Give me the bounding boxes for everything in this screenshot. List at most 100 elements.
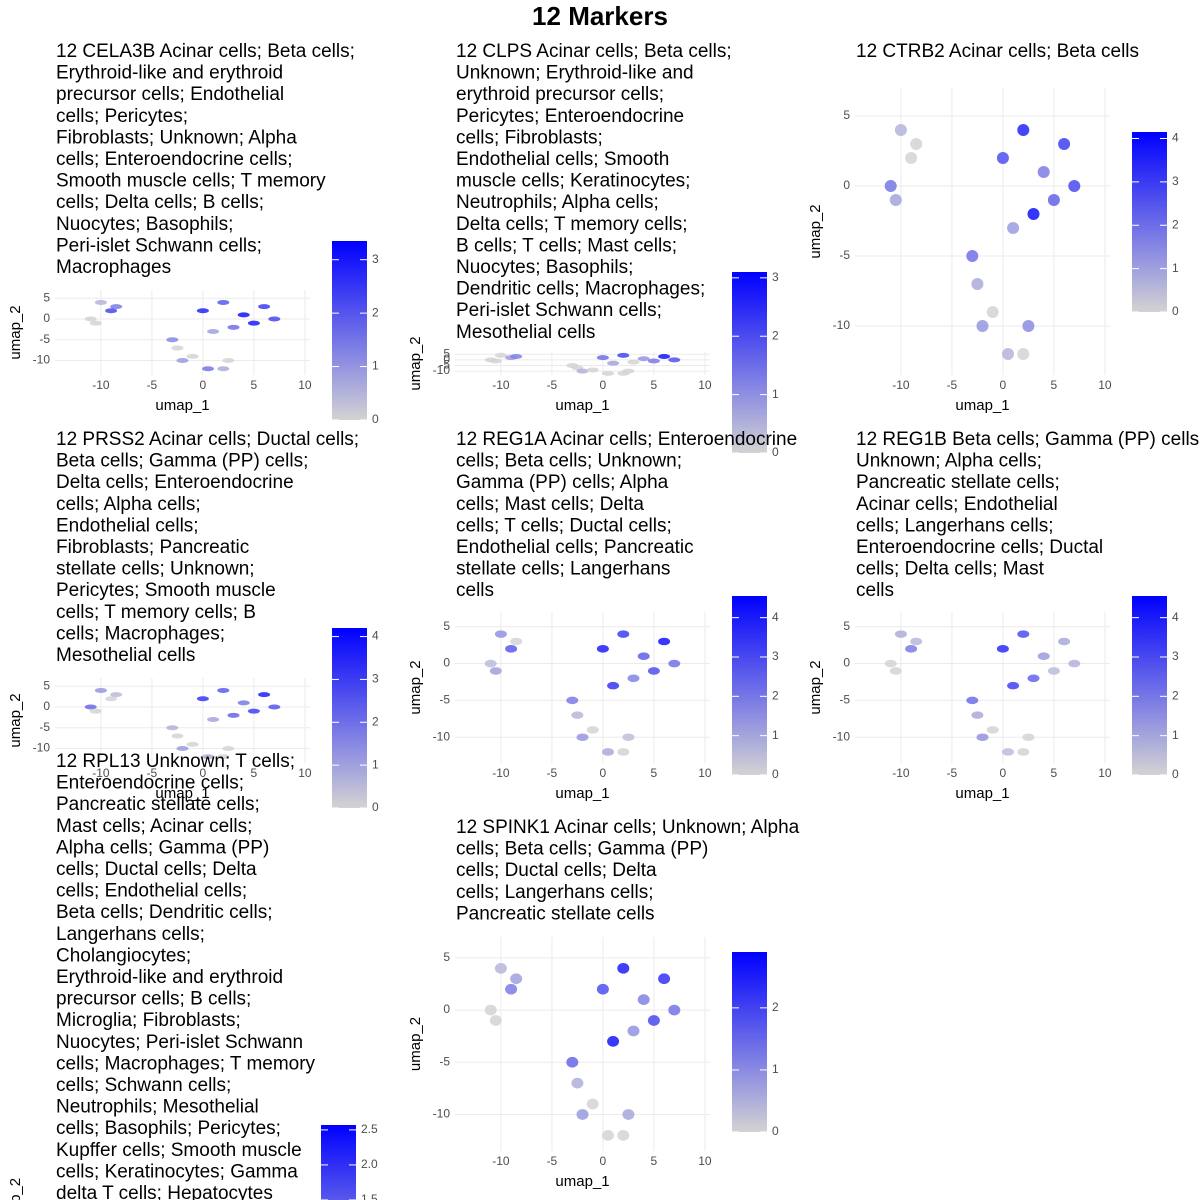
cell-point [637, 652, 650, 660]
colorbar-label: 1 [772, 387, 779, 401]
cell-point [237, 312, 250, 318]
cell-point [668, 659, 681, 668]
panel-title: Cholangiocytes; [56, 945, 191, 966]
y-tick-label: -5 [439, 358, 450, 372]
cell-point [94, 299, 107, 305]
colorbar-label: 0 [772, 1124, 779, 1138]
y-tick-label: -10 [433, 729, 451, 743]
panel-title: Peri-islet Schwann cells; [456, 300, 662, 321]
cell-point [105, 696, 118, 702]
cell-point [489, 358, 502, 364]
y-tick-label: -10 [433, 363, 451, 377]
cell-point [1002, 348, 1014, 360]
cell-point [602, 370, 614, 376]
panel-title: Alpha cells; Gamma (PP) [56, 837, 269, 858]
panel-title: Nuocytes; Basophils; [56, 214, 233, 235]
panel-title: cells; Macrophages; T memory [56, 1053, 316, 1074]
colorbar-label: 1 [1172, 261, 1179, 275]
panel-title: Pancreatic stellate cells; [56, 794, 260, 815]
cell-point [637, 356, 650, 362]
cell-point [596, 983, 609, 995]
x-tick-label: 0 [200, 378, 207, 392]
cell-point [1068, 659, 1081, 668]
cell-point [1022, 320, 1035, 332]
cell-point [1017, 748, 1030, 756]
y-tick-label: 0 [843, 178, 850, 192]
cell-point [966, 696, 979, 705]
cell-point [176, 357, 189, 363]
cell-point [910, 637, 923, 646]
panel-title: stellate cells; Langerhans [456, 559, 670, 580]
y-axis-title: umap_2 [807, 204, 824, 258]
cell-point [510, 353, 523, 359]
colorbar-label: 3 [1172, 174, 1179, 188]
cell-point [110, 304, 123, 310]
panel-title: cells; Ductal cells; Delta [56, 859, 257, 880]
cell-point [576, 368, 589, 374]
cell-point [237, 700, 250, 706]
cell-point [186, 353, 199, 359]
x-tick-label: -5 [147, 378, 158, 392]
cell-point [617, 748, 630, 756]
colorbar-label: 0 [1172, 767, 1179, 781]
colorbar-label: 2 [1172, 688, 1179, 702]
cell-point [489, 1015, 502, 1026]
cell-point [658, 353, 671, 359]
y-axis-title: umap_2 [7, 1178, 24, 1200]
x-tick-label: 10 [698, 1154, 712, 1168]
cell-point [658, 637, 671, 646]
x-tick-label: 0 [600, 1154, 607, 1168]
cell-point [258, 692, 271, 698]
y-tick-label: 0 [843, 656, 850, 670]
cell-point [268, 704, 281, 710]
panel-title: cells; T cells; Ductal cells; [456, 515, 672, 536]
cell-point [1037, 652, 1050, 660]
colorbar-label: 4 [1172, 131, 1179, 145]
cell-point [1058, 138, 1071, 150]
cell-point [986, 306, 999, 318]
cell-point [658, 973, 671, 985]
colorbar [732, 596, 767, 775]
y-tick-label: -5 [839, 248, 850, 262]
panel-title: erythroid precursor cells; [456, 84, 664, 105]
panel-title: Nuocytes; Peri-islet Schwann [56, 1032, 303, 1053]
colorbar [332, 241, 367, 420]
colorbar-label: 2 [772, 328, 779, 342]
x-tick-label: 10 [1098, 378, 1112, 392]
y-tick-label: -10 [833, 318, 851, 332]
cell-point [576, 1109, 589, 1120]
cell-point [622, 1109, 635, 1120]
cell-point [627, 359, 640, 365]
cell-point [668, 357, 681, 363]
cell-point [586, 1098, 599, 1110]
panel-title: cells; Beta cells; Unknown; [456, 451, 682, 472]
cell-point [647, 1015, 660, 1026]
cell-point [494, 352, 507, 358]
cell-point [647, 358, 660, 364]
x-tick-label: -10 [892, 378, 910, 392]
y-tick-label: -10 [33, 353, 51, 367]
colorbar-label: 2.0 [361, 1157, 378, 1171]
panel-title: cells; Pericytes; [56, 106, 188, 127]
cell-point [586, 726, 599, 734]
panel-title: Microglia; Fibroblasts; [56, 1010, 241, 1031]
cell-point [84, 316, 97, 322]
y-tick-label: -10 [833, 729, 851, 743]
colorbar-label: 1.5 [361, 1192, 378, 1200]
panel-title: Fibroblasts; Pancreatic [56, 537, 249, 558]
x-tick-label: -10 [492, 1154, 510, 1168]
panel-title: precursor cells; B cells; [56, 989, 251, 1010]
colorbar [732, 272, 767, 453]
panel-title: cells; Delta cells; Mast [856, 559, 1045, 580]
cell-point [489, 667, 502, 675]
panel-title: Fibroblasts; Unknown; Alpha [56, 127, 297, 148]
panel-title: Unknown; Alpha cells; [856, 451, 1042, 472]
colorbar-label: 0 [772, 767, 779, 781]
cell-point [617, 370, 630, 376]
cell-point [884, 659, 897, 668]
colorbar [1132, 596, 1167, 775]
panel-title: 12 RPL13 Unknown; T cells; [56, 751, 295, 772]
panel-title: muscle cells; Keratinocytes; [456, 171, 690, 192]
panel-title: cells; Langerhans cells; [456, 882, 654, 903]
x-tick-label: -5 [147, 766, 158, 780]
